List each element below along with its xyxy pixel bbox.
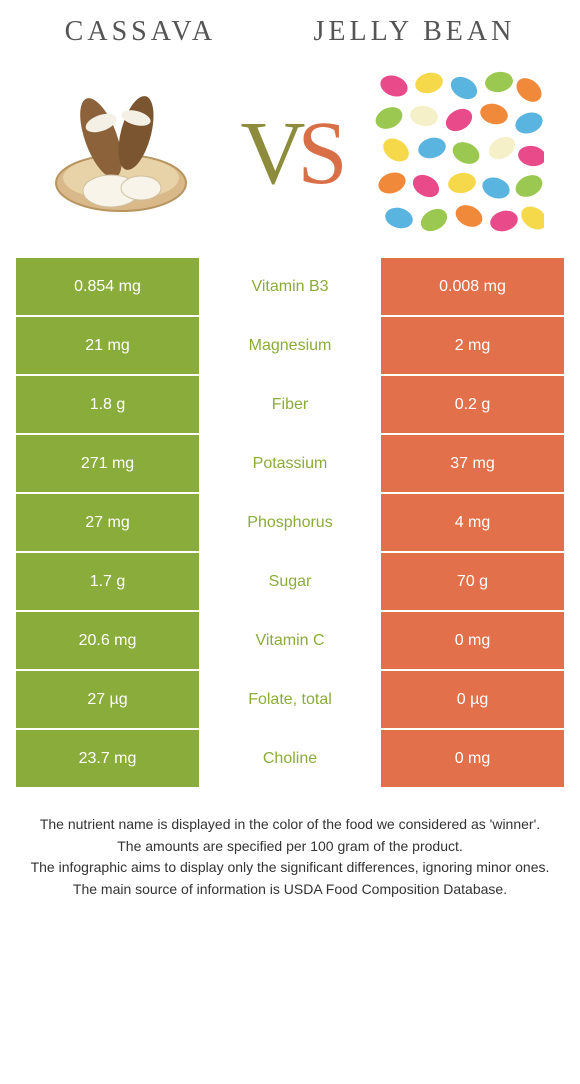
table-row: 1.8 gFiber0.2 g xyxy=(16,376,564,433)
right-value-cell: 37 mg xyxy=(381,435,564,492)
right-value-cell: 0 µg xyxy=(381,671,564,728)
right-value-cell: 0 mg xyxy=(381,612,564,669)
nutrient-name-cell: Vitamin B3 xyxy=(199,258,381,315)
nutrient-name-cell: Folate, total xyxy=(199,671,381,728)
left-value-cell: 21 mg xyxy=(16,317,199,374)
table-row: 0.854 mgVitamin B30.008 mg xyxy=(16,258,564,315)
left-value-cell: 20.6 mg xyxy=(16,612,199,669)
jellybean-image xyxy=(374,68,544,238)
right-value-cell: 0.008 mg xyxy=(381,258,564,315)
left-value-cell: 23.7 mg xyxy=(16,730,199,787)
footer-line: The nutrient name is displayed in the co… xyxy=(26,815,554,835)
nutrient-name-cell: Vitamin C xyxy=(199,612,381,669)
table-row: 20.6 mgVitamin C0 mg xyxy=(16,612,564,669)
left-value-cell: 0.854 mg xyxy=(16,258,199,315)
left-value-cell: 271 mg xyxy=(16,435,199,492)
cassava-image xyxy=(36,68,206,238)
right-value-cell: 0 mg xyxy=(381,730,564,787)
nutrient-table: 0.854 mgVitamin B30.008 mg21 mgMagnesium… xyxy=(16,258,564,787)
footer-line: The infographic aims to display only the… xyxy=(26,858,554,878)
right-value-cell: 0.2 g xyxy=(381,376,564,433)
footer-line: The main source of information is USDA F… xyxy=(26,880,554,900)
nutrient-name-cell: Choline xyxy=(199,730,381,787)
right-value-cell: 4 mg xyxy=(381,494,564,551)
table-row: 21 mgMagnesium2 mg xyxy=(16,317,564,374)
table-row: 27 mgPhosphorus4 mg xyxy=(16,494,564,551)
table-row: 23.7 mgCholine0 mg xyxy=(16,730,564,787)
footer-line: The amounts are specified per 100 gram o… xyxy=(26,837,554,857)
nutrient-name-cell: Fiber xyxy=(199,376,381,433)
hero-row: VS xyxy=(16,68,564,258)
table-row: 1.7 gSugar70 g xyxy=(16,553,564,610)
right-food-title: Jelly Bean xyxy=(314,16,516,48)
nutrient-name-cell: Sugar xyxy=(199,553,381,610)
nutrient-name-cell: Phosphorus xyxy=(199,494,381,551)
left-value-cell: 27 µg xyxy=(16,671,199,728)
right-value-cell: 2 mg xyxy=(381,317,564,374)
right-value-cell: 70 g xyxy=(381,553,564,610)
left-value-cell: 27 mg xyxy=(16,494,199,551)
vs-v-letter: V xyxy=(240,104,297,203)
table-row: 27 µgFolate, total0 µg xyxy=(16,671,564,728)
table-row: 271 mgPotassium37 mg xyxy=(16,435,564,492)
vs-label: VS xyxy=(240,102,339,205)
left-value-cell: 1.8 g xyxy=(16,376,199,433)
vs-s-letter: S xyxy=(297,104,339,203)
titles-row: cassava Jelly Bean xyxy=(16,16,564,48)
left-value-cell: 1.7 g xyxy=(16,553,199,610)
left-food-title: cassava xyxy=(65,16,216,48)
nutrient-name-cell: Magnesium xyxy=(199,317,381,374)
nutrient-name-cell: Potassium xyxy=(199,435,381,492)
footer-notes: The nutrient name is displayed in the co… xyxy=(16,815,564,899)
